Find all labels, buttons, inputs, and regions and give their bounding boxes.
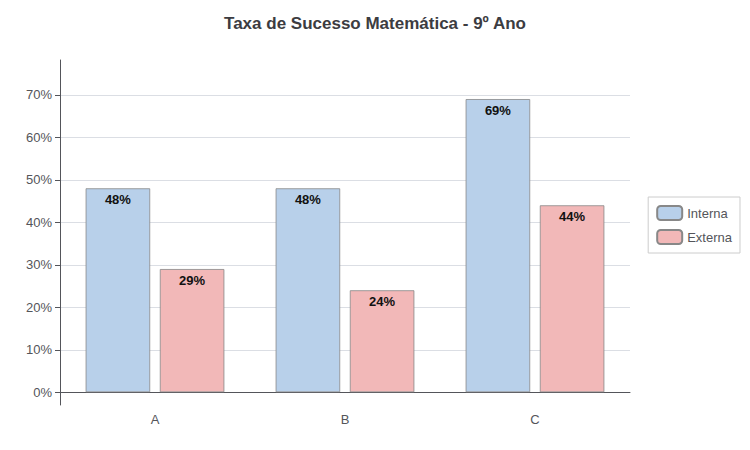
svg-text:10%: 10% bbox=[26, 342, 52, 357]
svg-text:Taxa de Sucesso Matemática - 9: Taxa de Sucesso Matemática - 9º Ano bbox=[224, 14, 526, 33]
svg-text:60%: 60% bbox=[26, 130, 52, 145]
svg-text:0%: 0% bbox=[33, 385, 52, 400]
svg-text:A: A bbox=[151, 412, 160, 427]
svg-text:Interna: Interna bbox=[687, 206, 728, 221]
svg-text:70%: 70% bbox=[26, 87, 52, 102]
svg-text:48%: 48% bbox=[105, 192, 131, 207]
svg-text:Externa: Externa bbox=[687, 230, 733, 245]
svg-text:B: B bbox=[341, 412, 350, 427]
svg-text:40%: 40% bbox=[26, 215, 52, 230]
svg-text:30%: 30% bbox=[26, 257, 52, 272]
svg-text:69%: 69% bbox=[485, 103, 511, 118]
svg-text:29%: 29% bbox=[179, 273, 205, 288]
svg-text:24%: 24% bbox=[369, 294, 395, 309]
svg-text:20%: 20% bbox=[26, 300, 52, 315]
svg-text:C: C bbox=[530, 412, 539, 427]
svg-text:50%: 50% bbox=[26, 172, 52, 187]
svg-text:48%: 48% bbox=[295, 192, 321, 207]
svg-text:44%: 44% bbox=[559, 209, 585, 224]
